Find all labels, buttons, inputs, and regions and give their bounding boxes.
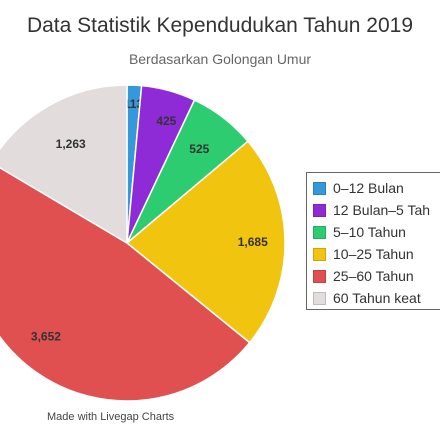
data-label: 113 — [124, 97, 144, 111]
legend-item[interactable]: 25–60 Tahun — [313, 265, 440, 287]
legend-swatch — [313, 247, 326, 261]
legend-swatch — [313, 269, 326, 283]
legend-item[interactable]: 12 Bulan–5 Tah — [313, 199, 440, 221]
data-label: 425 — [156, 114, 176, 128]
legend-swatch — [313, 203, 326, 217]
pie-slice — [125, 140, 286, 344]
legend-label: 60 Tahun keat — [333, 290, 421, 306]
legend: 0–12 Bulan 12 Bulan–5 Tah 5–10 Tahun 10–25 … — [306, 172, 440, 310]
legend-label: 5–10 Tahun — [333, 224, 406, 240]
legend-item[interactable]: 60 Tahun keat — [313, 287, 440, 309]
legend-label: 12 Bulan–5 Tah — [333, 202, 431, 218]
footer-credit: Made with Livegap Charts — [47, 411, 175, 423]
legend-label: 10–25 Tahun — [333, 246, 414, 262]
legend-item[interactable]: 10–25 Tahun — [313, 243, 440, 265]
legend-swatch — [313, 225, 326, 239]
chart-subtitle: Berdasarkan Golongan Umur — [128, 51, 312, 67]
pie-slice — [0, 166, 251, 402]
legend-label: 25–60 Tahun — [333, 268, 414, 284]
legend-item[interactable]: 0–12 Bulan — [313, 177, 440, 199]
data-label: 525 — [189, 142, 209, 156]
data-label: 1,263 — [56, 137, 86, 151]
legend-swatch — [313, 181, 326, 195]
data-label: 1,685 — [238, 235, 268, 249]
legend-item[interactable]: 5–10 Tahun — [313, 221, 440, 243]
data-label: 3,652 — [31, 329, 61, 343]
legend-swatch — [313, 291, 326, 305]
legend-label: 0–12 Bulan — [333, 180, 404, 196]
pie-slice — [0, 84, 128, 245]
chart-title: Data Statistik Kependudukan Tahun 2019 — [26, 14, 414, 37]
